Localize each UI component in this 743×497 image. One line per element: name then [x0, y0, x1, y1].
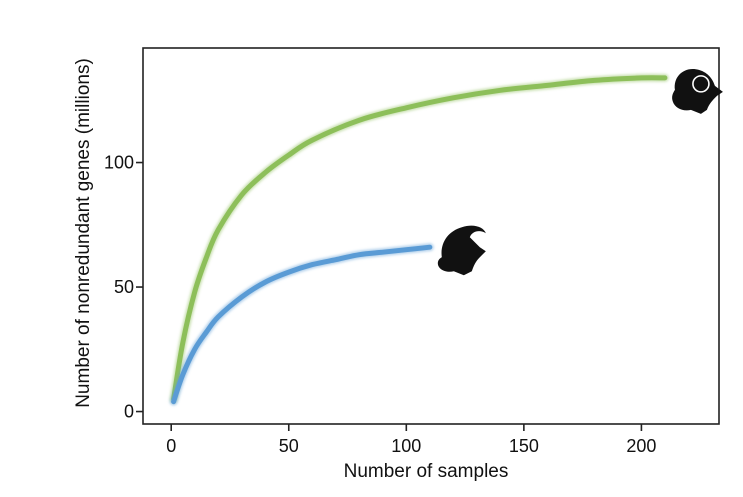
plot-frame — [142, 47, 720, 425]
ram-head-icon — [672, 68, 723, 114]
x-tick-label: 100 — [391, 436, 421, 456]
goat-head-icon — [437, 225, 486, 276]
icon-layer — [437, 68, 723, 276]
y-axis-ticks: 0 50 100 — [104, 153, 143, 422]
x-axis-ticks: 0 50 100 150 200 — [166, 424, 656, 456]
y-axis-label: Number of nonredundant genes (millions) — [73, 58, 94, 408]
y-tick-label: 100 — [104, 153, 134, 173]
y-tick-label: 50 — [114, 277, 134, 297]
series-blue-line — [171, 244, 433, 405]
x-tick-label: 200 — [626, 436, 656, 456]
series-green-line-halo — [169, 73, 669, 404]
x-tick-label: 150 — [509, 436, 539, 456]
x-axis-label: Number of samples — [344, 461, 509, 482]
y-tick-label: 0 — [124, 402, 134, 422]
series-layer — [169, 73, 669, 406]
series-green-line — [171, 75, 668, 402]
x-tick-label: 0 — [166, 436, 176, 456]
x-tick-label: 50 — [279, 436, 299, 456]
